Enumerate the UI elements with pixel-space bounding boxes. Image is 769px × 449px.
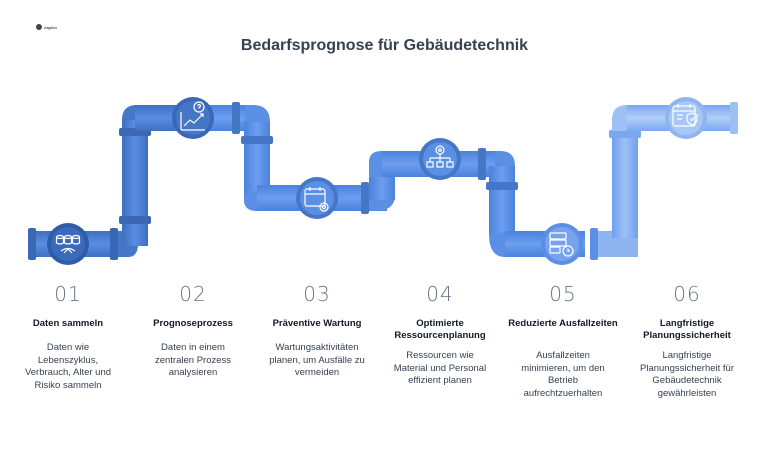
step-05: 05 Reduzierte Ausfallzeiten Ausfallzeite…: [500, 282, 626, 400]
pipe-segment-3: [317, 148, 502, 214]
pipe-segment-1: [28, 105, 190, 260]
pipeline-diagram: [28, 97, 738, 265]
step-heading: Prognoseprozess: [153, 318, 233, 329]
step-number: 02: [179, 282, 207, 306]
step-number: 03: [303, 282, 331, 306]
step-02-node: [172, 97, 214, 139]
calendar-shield-icon: [672, 104, 698, 127]
step-description: Ressourcen wie Material und Personal eff…: [393, 350, 487, 386]
step-description: Langfristige Planungssicherheit für Gebä…: [640, 350, 734, 399]
step-03: 03 Präventive Wartung Wartungsaktivitäte…: [254, 282, 380, 380]
step-description: Ausfallzeiten minimieren, um den Betrieb…: [521, 350, 605, 399]
step-06-node: [665, 97, 707, 139]
step-heading: Langfristige Planungssicherheit: [643, 318, 731, 341]
step-description: Wartungsaktivitäten planen, um Ausfälle …: [269, 342, 365, 378]
step-description: Daten wie Lebenszyklus, Verbrauch, Alter…: [24, 342, 112, 391]
page-title: Bedarfsprognose für Gebäudetechnik: [240, 37, 529, 54]
step-number: 06: [673, 282, 701, 306]
step-heading: Optimierte Ressourcenplanung: [394, 318, 486, 341]
logo-mark: [36, 24, 42, 30]
step-heading: Reduzierte Ausfallzeiten: [508, 318, 618, 329]
step-05-node: [541, 223, 583, 265]
chart-question-icon: [180, 101, 205, 131]
logo-text: napkin: [44, 24, 57, 30]
step-number: 04: [426, 282, 454, 306]
step-04-node: [419, 138, 461, 180]
pipe-segment-5: [598, 102, 738, 257]
hierarchy-gear-icon: [426, 145, 454, 168]
step-01-node: [47, 223, 89, 265]
step-heading: Präventive Wartung: [272, 318, 362, 329]
server-clock-icon: [549, 232, 574, 257]
step-number: 05: [549, 282, 577, 306]
step-04: 04 Optimierte Ressourcenplanung Ressourc…: [377, 282, 503, 388]
step-heading: Daten sammeln: [32, 318, 104, 329]
step-01: 01 Daten sammeln Daten wie Lebenszyklus,…: [5, 282, 131, 392]
logo: napkin: [36, 24, 57, 30]
calendar-gear-icon: [304, 187, 329, 212]
step-02: 02 Prognoseprozess Daten in einem zentra…: [130, 282, 256, 380]
step-06: 06 Langfristige Planungssicherheit Langf…: [624, 282, 750, 400]
step-description: Daten in einem zentralen Prozess analysi…: [154, 342, 232, 378]
database-icon: [55, 234, 81, 254]
step-number: 01: [54, 282, 82, 306]
step-03-node: [296, 177, 338, 219]
